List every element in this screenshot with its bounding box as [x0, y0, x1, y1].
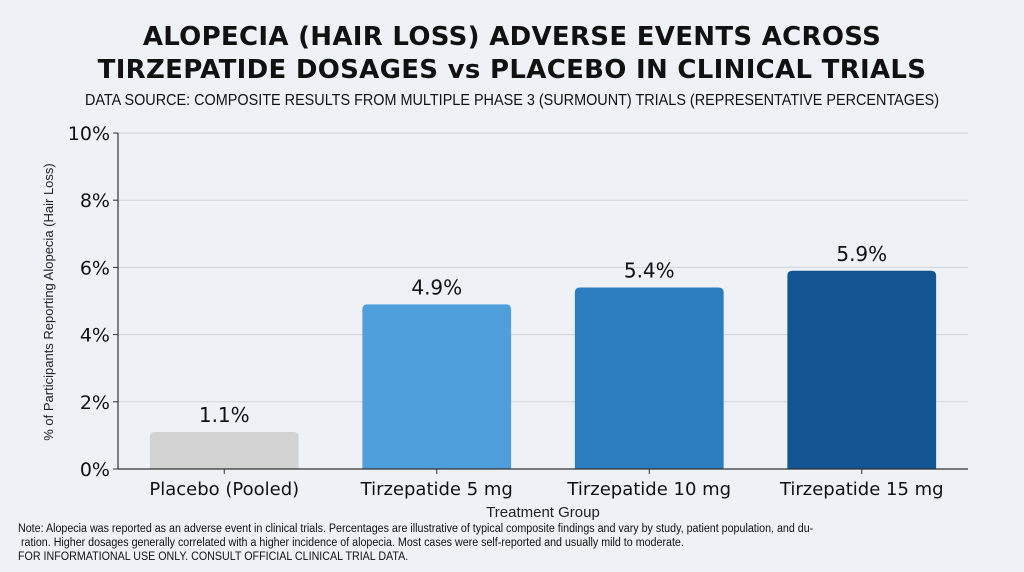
y-tick-label: 6% [80, 257, 110, 279]
y-tick-label: 4% [80, 325, 110, 347]
bar [787, 270, 937, 469]
chart-subtitle: DATA SOURCE: COMPOSITE RESULTS FROM MULT… [84, 92, 940, 109]
footnote-line-2: ration. Higher dosages generally correla… [21, 537, 684, 549]
chart-title-line-1: ALOPECIA (HAIR LOSS) ADVERSE EVENTS ACRO… [142, 22, 882, 52]
y-tick-label: 0% [80, 459, 110, 481]
bar-data-label: 5.9% [836, 242, 887, 266]
chart-title-line-2: TIRZEPATIDE DOSAGES vs PLACEBO IN CLINIC… [97, 55, 927, 85]
x-axis-label: Treatment Group [486, 504, 600, 521]
x-tick-label: Tirzepatide 5 mg [360, 479, 513, 500]
bar [149, 432, 299, 469]
bar-data-label: 4.9% [411, 275, 462, 299]
y-axis-label: % of Participants Reporting Alopecia (Ha… [41, 163, 56, 440]
bar [574, 287, 724, 469]
y-tick-label: 2% [80, 392, 110, 414]
bar-data-label: 5.4% [624, 259, 675, 283]
x-tick-label: Tirzepatide 10 mg [566, 479, 731, 500]
bar [362, 304, 512, 469]
x-tick-label: Placebo (Pooled) [149, 479, 299, 500]
footnote-line-1: Note: Alopecia was reported as an advers… [18, 523, 814, 535]
disclaimer: FOR INFORMATIONAL USE ONLY. CONSULT OFFI… [18, 551, 409, 563]
y-tick-label: 10% [68, 123, 110, 145]
bar-data-label: 1.1% [199, 403, 250, 427]
x-tick-label: Tirzepatide 15 mg [779, 479, 944, 500]
y-tick-label: 8% [80, 190, 110, 212]
